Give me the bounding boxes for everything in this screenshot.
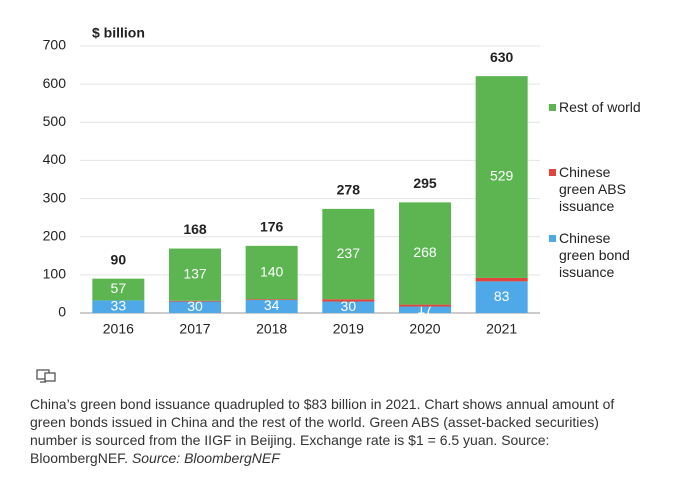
value-label: 57 [111,280,127,296]
legend-label: Chinese green ABS issuance [559,164,626,214]
value-label: 268 [413,244,437,260]
bar-segment [399,304,451,307]
y-tick-label: 500 [43,113,67,129]
legend-swatch [549,235,556,242]
caption-source: Source: BloombergNEF [131,450,280,466]
total-label: 278 [337,182,361,198]
y-tick-label: 400 [43,151,67,167]
value-label: 140 [260,263,284,279]
bar-segment [169,300,221,302]
value-label: 30 [341,298,357,314]
bar-segment [399,202,451,305]
x-tick-label: 2020 [409,321,440,337]
total-label: 630 [490,49,514,65]
y-tick-label: 200 [43,227,67,243]
chart: $ billion 0 100 200 300 400 500 600 700 2016 3357… [43,25,540,337]
bar-segment [475,281,528,313]
x-tick-label: 2018 [256,321,287,337]
caption-icon [36,369,56,383]
legend-swatch [549,169,556,176]
bar-segment [92,278,145,301]
bar-segment [399,306,451,313]
value-label: 30 [187,298,203,314]
bar-segment [322,208,375,300]
value-label: 237 [337,245,361,261]
bar-segment [245,245,298,300]
value-label: 83 [494,288,510,304]
x-tick-label: 2016 [103,321,134,337]
x-tick-label: 2019 [333,321,364,337]
y-tick-label: 0 [58,304,66,320]
legend-item: Chinese green bond issuance [549,230,641,281]
value-label: 33 [111,297,127,313]
value-label: 34 [264,297,280,313]
y-tick-label: 300 [43,189,67,205]
total-label: 176 [260,219,284,235]
total-label: 90 [111,251,127,267]
bar-segment [322,301,375,313]
y-tick-label: 100 [43,266,67,282]
x-tick-label: 2017 [179,321,210,337]
bar-segment [92,300,145,313]
y-tick-label: 700 [43,37,67,53]
bar-segment [169,301,221,313]
legend-label: Rest of world [559,99,641,115]
value-label: 529 [490,168,514,184]
bar-segment [245,300,298,313]
caption: China’s green bond issuance quadrupled t… [30,395,650,467]
legend-label: Chinese green bond issuance [559,230,630,280]
legend-item: Chinese green ABS issuance [549,164,641,215]
bar-segment [245,299,298,301]
value-label: 137 [183,265,207,281]
caption-text: China’s green bond issuance quadrupled t… [30,396,615,466]
total-label: 295 [413,175,437,191]
total-label: 168 [183,221,207,237]
bar-segment [475,277,528,282]
bar-segment [169,248,221,301]
y-tick-label: 600 [43,75,67,91]
legend-swatch [549,104,556,111]
unit-label: $ billion [92,25,145,41]
x-tick-label: 2021 [486,321,517,337]
bar-segment [475,76,528,278]
bar-segment [322,299,375,302]
legend-item: Rest of world [549,99,641,116]
